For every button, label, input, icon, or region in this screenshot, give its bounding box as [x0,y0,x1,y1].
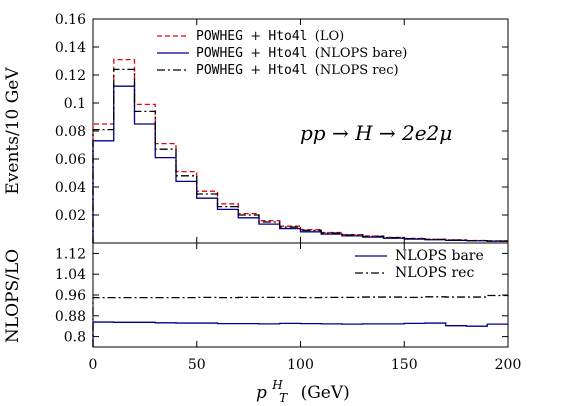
ratio-panel-series [92,294,508,347]
series-line-0 [92,321,508,347]
ratio-panel-ticks: 1.12 1.04 0.96 0.88 0.80 50 100 150 200 [55,243,522,373]
top-y-axis-title: Events/10 GeV [3,67,23,195]
ratio-y-axis-title: NLOPS/LO [3,249,23,343]
y-tick-label: 0.02 [55,208,86,224]
y-tick-label: 1.12 [55,246,86,262]
top-panel-series [92,58,508,243]
x-tick-label: 0 [89,357,98,373]
ratio-legend-label-rec: NLOPS rec [395,265,474,281]
y-tick-label: 0.12 [55,68,86,84]
y-tick-label: 0.8 [64,330,86,346]
y-tick-label: 0.16 [55,12,86,28]
y-tick-label: 0.14 [55,40,86,56]
x-tick-label: 150 [391,357,418,373]
process-annotation: pp → H → 2e2μ [300,121,452,145]
top-panel-ticks: 0.16 0.14 0.12 0.1 0.08 0.06 0.04 0.02 [55,12,508,243]
x-tick-label: 100 [287,357,314,373]
legend-label-nlops-bare: POWHEG + Hto4l (NLOPS bare) [196,45,407,61]
y-tick-label: 0.08 [55,124,86,140]
top-legend: POWHEG + Hto4l (LO) POWHEG + Hto4l (NLOP… [157,28,407,78]
x-axis-title: p H T (GeV) [256,374,350,406]
legend-label-lo: POWHEG + Hto4l (LO) [196,28,344,44]
ratio-legend: NLOPS bare NLOPS rec [355,248,484,281]
y-tick-label: 1.04 [55,267,86,283]
y-tick-label: 0.1 [64,96,86,112]
series-line-1 [92,85,508,243]
y-tick-label: 0.88 [55,309,86,325]
y-tick-label: 0.96 [55,288,86,304]
y-tick-label: 0.04 [55,180,86,196]
y-tick-label: 0.06 [55,152,86,168]
legend-label-nlops-rec: POWHEG + Hto4l (NLOPS rec) [196,62,399,78]
series-line-1 [92,294,508,347]
x-tick-label: 50 [188,357,206,373]
ratio-legend-label-bare: NLOPS bare [395,248,484,264]
x-tick-label: 200 [495,357,522,373]
